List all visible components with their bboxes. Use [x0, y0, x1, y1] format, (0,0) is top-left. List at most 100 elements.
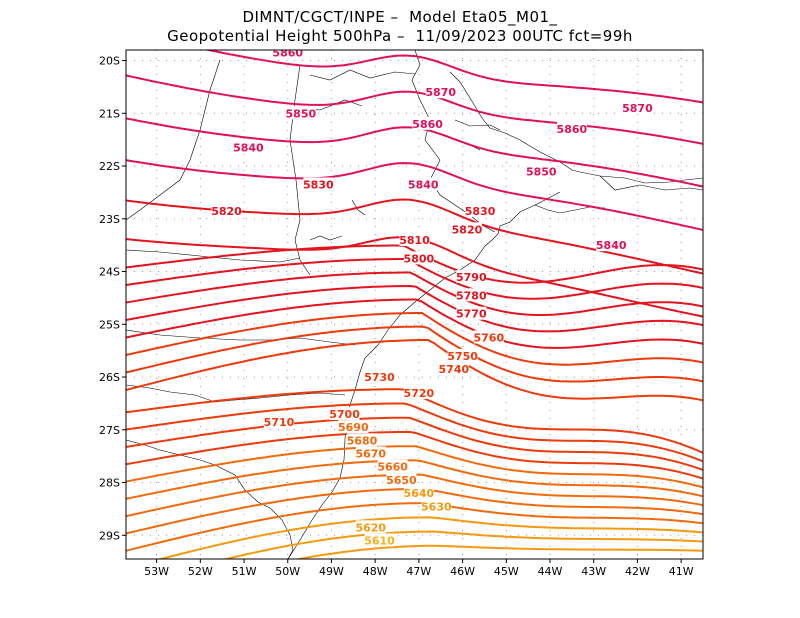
lat-tick-label: 23S: [99, 213, 120, 226]
contour-label-bg: [233, 140, 264, 154]
contour-label: 5660: [377, 461, 408, 474]
contour-label-bg: [364, 533, 395, 547]
contour-label-bg: [456, 269, 487, 283]
contour-5700: [126, 430, 703, 480]
contour-label-bg: [408, 177, 439, 191]
contour-label: 5830: [465, 205, 496, 218]
contour-label-bg: [355, 520, 386, 534]
contour-label: 5840: [596, 239, 627, 252]
contour-label: 5860: [557, 123, 588, 136]
river-2: [454, 119, 501, 151]
contour-5780: [126, 284, 703, 333]
lon-tick-label: 53W: [144, 565, 169, 578]
contour-label-bg: [556, 122, 587, 136]
contour-label-bg: [421, 499, 452, 513]
contour-label-bg: [438, 362, 469, 376]
contour-5710: [126, 416, 703, 472]
lon-tick-label: 50W: [275, 565, 300, 578]
contour-label: 5720: [404, 387, 435, 400]
contour-label-bg: [263, 414, 294, 428]
lat-tick-label: 28S: [99, 477, 120, 490]
lon-tick-label: 43W: [581, 565, 606, 578]
country-border: [126, 439, 294, 559]
lon-tick-label: 48W: [363, 565, 388, 578]
contour-label: 5630: [421, 500, 452, 513]
lat-tick-label: 29S: [99, 529, 120, 542]
map-frame: [125, 49, 704, 560]
lat-lon-grid: [126, 50, 703, 559]
contour-label: 5870: [622, 102, 653, 115]
contour-label: 5820: [452, 223, 483, 236]
lon-tick-label: 51W: [232, 565, 257, 578]
lon-tick-label: 46W: [450, 565, 475, 578]
contour-label-bg: [303, 177, 334, 191]
contour-label-bg: [596, 238, 627, 252]
state-border-4: [126, 249, 356, 346]
contour-label-bg: [403, 385, 434, 399]
contour-5620: [293, 544, 703, 559]
contour-label: 5870: [425, 86, 456, 99]
lon-tick-label: 45W: [494, 565, 519, 578]
contour-labels: 5860 5870 5870 5850 5860 5860 5840 5850 5830 5840…: [211, 47, 653, 548]
contour-5650: [126, 502, 703, 552]
contour-label-bg: [403, 251, 434, 265]
contour-5680: [126, 459, 703, 500]
contour-5860: [126, 74, 703, 145]
contour-label: 5850: [526, 165, 557, 178]
title-line-1: DIMNT/CGCT/INPE – Model Eta05_M01_: [242, 8, 558, 26]
contour-label-bg: [526, 164, 557, 178]
contour-label-bg: [347, 433, 378, 447]
lat-tick-label: 20S: [99, 55, 120, 68]
contour-5630: [222, 530, 703, 559]
state-border-3: [126, 59, 311, 276]
lon-tick-label: 42W: [625, 565, 650, 578]
contour-label-bg: [329, 406, 360, 420]
lon-tick-label: 44W: [538, 565, 563, 578]
contour-label: 5840: [233, 142, 264, 155]
contour-label-bg: [447, 348, 478, 362]
contour-label: 5790: [456, 271, 487, 284]
contour-5740: [126, 339, 703, 402]
title-line-2: Geopotential Height 500hPa – 11/09/2023 …: [167, 27, 633, 45]
contour-label: 5860: [272, 47, 303, 60]
lat-tick-label: 21S: [99, 107, 120, 120]
contour-label: 5670: [355, 448, 386, 461]
contour-label-bg: [386, 472, 417, 486]
contour-label: 5690: [338, 421, 369, 434]
lat-tick-label: 22S: [99, 160, 120, 173]
contour-label: 5770: [456, 308, 487, 321]
axis-ticks: 53W 52W 51W 50W 49W 48W 47W 46W 45W 44W 43W 42W 41W 2…: [99, 55, 694, 578]
contour-label-bg: [285, 106, 316, 120]
lat-tick-label: 24S: [99, 266, 120, 279]
contour-label-bg: [425, 85, 456, 99]
lon-tick-label: 41W: [669, 565, 694, 578]
contour-5720: [126, 402, 703, 463]
contour-label-bg: [399, 232, 430, 246]
lat-tick-label: 27S: [99, 424, 120, 437]
contour-label: 5860: [412, 118, 443, 131]
contour-label-bg: [272, 50, 303, 59]
contour-label: 5650: [386, 474, 417, 487]
river-1: [309, 199, 366, 241]
contour-label-bg: [377, 459, 408, 473]
contour-label: 5710: [264, 416, 295, 429]
contour-label: 5640: [404, 487, 435, 500]
contour-label-bg: [338, 420, 369, 434]
contour-5690: [126, 445, 703, 489]
contour-label: 5780: [456, 289, 487, 302]
lon-tick-label: 47W: [406, 565, 431, 578]
contour-5790: [126, 271, 703, 316]
contour-label: 5610: [364, 535, 395, 548]
contour-label: 5830: [303, 179, 334, 192]
contour-5750: [126, 325, 703, 383]
contour-label: 5750: [447, 350, 478, 363]
contour-5760: [126, 312, 703, 366]
contour-label-bg: [473, 330, 504, 344]
contour-label-bg: [355, 446, 386, 460]
contour-label: 5680: [347, 434, 378, 447]
contour-label: 5840: [408, 179, 439, 192]
contour-label: 5800: [404, 252, 435, 265]
lat-tick-label: 25S: [99, 318, 120, 331]
contour-label: 5700: [329, 408, 360, 421]
